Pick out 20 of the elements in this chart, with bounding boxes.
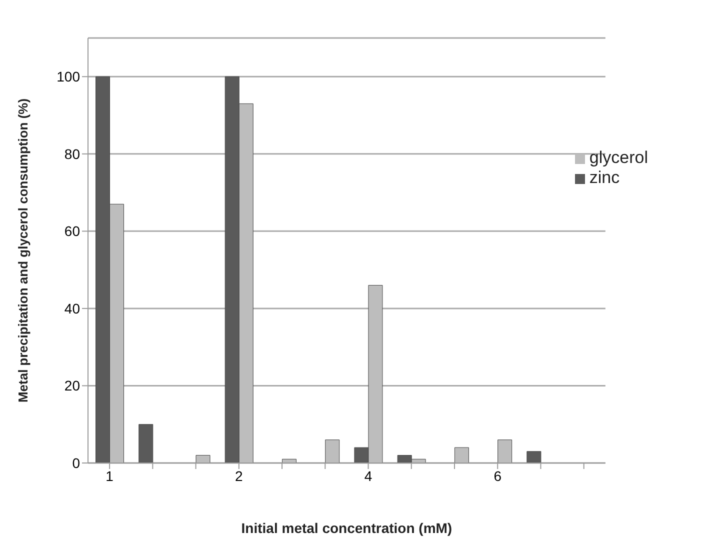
bar [138,424,154,463]
bar [196,455,210,463]
legend-label: glycerol [589,148,648,167]
legend-label: zinc [589,168,620,187]
bar [454,447,469,463]
bar [498,440,512,463]
bar [526,451,542,463]
y-tick-label: 40 [64,300,80,316]
y-tick-label: 80 [64,146,80,162]
x-tick-label: 1 [106,468,114,484]
y-tick-label: 20 [64,378,80,394]
bar [325,440,340,463]
x-axis-title: Initial metal concentration (mM) [241,520,452,536]
x-tick-label: 6 [494,468,502,484]
y-tick-label: 0 [72,454,80,471]
y-tick-label: 100 [56,68,80,85]
y-tick-label: 60 [64,223,80,240]
x-tick-label: 4 [364,468,372,484]
y-axis-title: Metal precipitation and glycerol consumption (%) [16,98,31,403]
x-tick-label: 2 [235,468,244,484]
